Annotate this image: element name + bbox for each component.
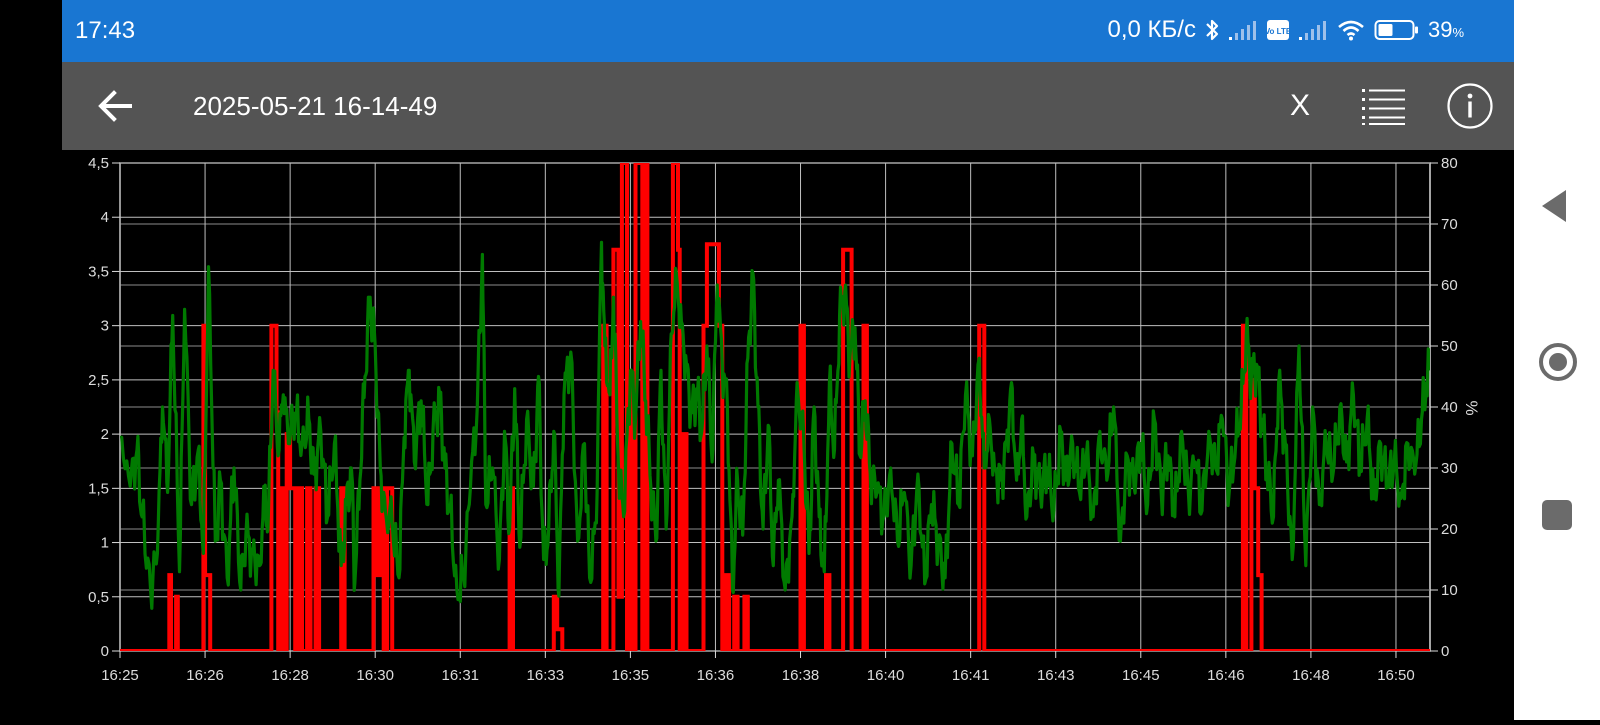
x-axis-tick-label: 16:31 xyxy=(441,667,479,684)
home-circle-icon[interactable] xyxy=(1536,340,1580,389)
x-axis-tick-label: 16:50 xyxy=(1377,667,1415,684)
left-axis-tick-label: 4,5 xyxy=(88,155,109,172)
back-triangle-icon[interactable] xyxy=(1536,186,1580,231)
left-axis-tick-label: 0,5 xyxy=(88,589,109,606)
battery-icon xyxy=(1374,19,1420,41)
left-axis-tick-label: 0 xyxy=(101,643,109,660)
bluetooth-icon xyxy=(1204,17,1220,43)
x-axis-tick-label: 16:35 xyxy=(612,667,650,684)
volte-label: Vo LTE xyxy=(1266,27,1290,36)
x-axis-tick-label: 16:30 xyxy=(356,667,394,684)
left-axis-tick-label: 2 xyxy=(101,426,109,443)
battery-text: 39% xyxy=(1428,17,1464,43)
net-speed: 0,0 КБ/с xyxy=(1107,16,1196,43)
x-axis-tick-label: 16:28 xyxy=(271,667,309,684)
right-axis-tick-label: 50 xyxy=(1441,338,1458,355)
status-icons: 0,0 КБ/с Vo LTE 39% xyxy=(1108,16,1464,44)
x-axis-tick-label: 16:48 xyxy=(1292,667,1330,684)
battery-unit: % xyxy=(1452,25,1464,40)
status-time: 17:43 xyxy=(75,17,136,44)
app-bar: 2025-05-21 16-14-49 X xyxy=(62,62,1514,150)
left-black-margin xyxy=(0,0,62,720)
series-line-green xyxy=(120,240,1430,610)
right-axis-tick-label: 70 xyxy=(1441,216,1458,233)
x-axis-tick-label: 16:41 xyxy=(952,667,990,684)
right-axis-label: % xyxy=(1462,400,1481,415)
wifi-icon xyxy=(1336,18,1366,42)
x-axis-tick-label: 16:40 xyxy=(867,667,905,684)
left-axis-tick-label: 2,5 xyxy=(88,372,109,389)
x-axis-tick-label: 16:43 xyxy=(1037,667,1075,684)
right-axis-tick-label: 80 xyxy=(1441,155,1458,172)
x-axis-tick-label: 16:38 xyxy=(782,667,820,684)
right-axis-tick-label: 30 xyxy=(1441,460,1458,477)
signal-icon xyxy=(1298,19,1328,41)
series-line-red xyxy=(120,163,1430,651)
close-button[interactable]: X xyxy=(1289,89,1310,122)
left-axis-tick-label: 1 xyxy=(101,535,109,552)
recents-square-icon[interactable] xyxy=(1536,499,1580,536)
nav-bar xyxy=(1514,0,1600,720)
x-axis-tick-label: 16:25 xyxy=(101,667,139,684)
status-bar: 17:43 0,0 КБ/с Vo LTE 39% xyxy=(62,0,1514,62)
x-axis-tick-label: 16:26 xyxy=(186,667,224,684)
info-icon[interactable] xyxy=(1446,82,1494,130)
x-axis-tick-label: 16:33 xyxy=(527,667,565,684)
right-axis-tick-label: 20 xyxy=(1441,521,1458,538)
back-arrow-icon[interactable] xyxy=(94,84,138,128)
left-axis-tick-label: 3,5 xyxy=(88,263,109,280)
volte-icon: Vo LTE xyxy=(1266,19,1290,41)
right-axis-tick-label: 10 xyxy=(1441,582,1458,599)
x-axis-tick-label: 16:45 xyxy=(1122,667,1160,684)
left-axis-tick-label: 3 xyxy=(101,318,109,335)
signal-icon xyxy=(1228,19,1258,41)
left-axis-tick-label: 4 xyxy=(101,209,109,226)
x-axis-tick-label: 16:36 xyxy=(697,667,735,684)
right-axis-tick-label: 60 xyxy=(1441,277,1458,294)
battery-level: 39 xyxy=(1427,17,1453,42)
left-axis-tick-label: 1,5 xyxy=(88,480,109,497)
right-axis-tick-label: 0 xyxy=(1441,643,1449,660)
chart-area[interactable]: 0 0,5 1 1,5 2 2,5 3 3,5 4 4,5 0 10 20 30 40 50 60 70 80 16:… xyxy=(62,150,1514,720)
page-title: 2025-05-21 16-14-49 xyxy=(193,91,438,121)
chart-svg[interactable]: 0 0,5 1 1,5 2 2,5 3 3,5 4 4,5 0 10 20 30 40 50 60 70 80 16:… xyxy=(62,150,1514,720)
list-icon[interactable] xyxy=(1360,86,1408,126)
right-axis-tick-label: 40 xyxy=(1441,399,1458,416)
x-axis-tick-label: 16:46 xyxy=(1207,667,1245,684)
